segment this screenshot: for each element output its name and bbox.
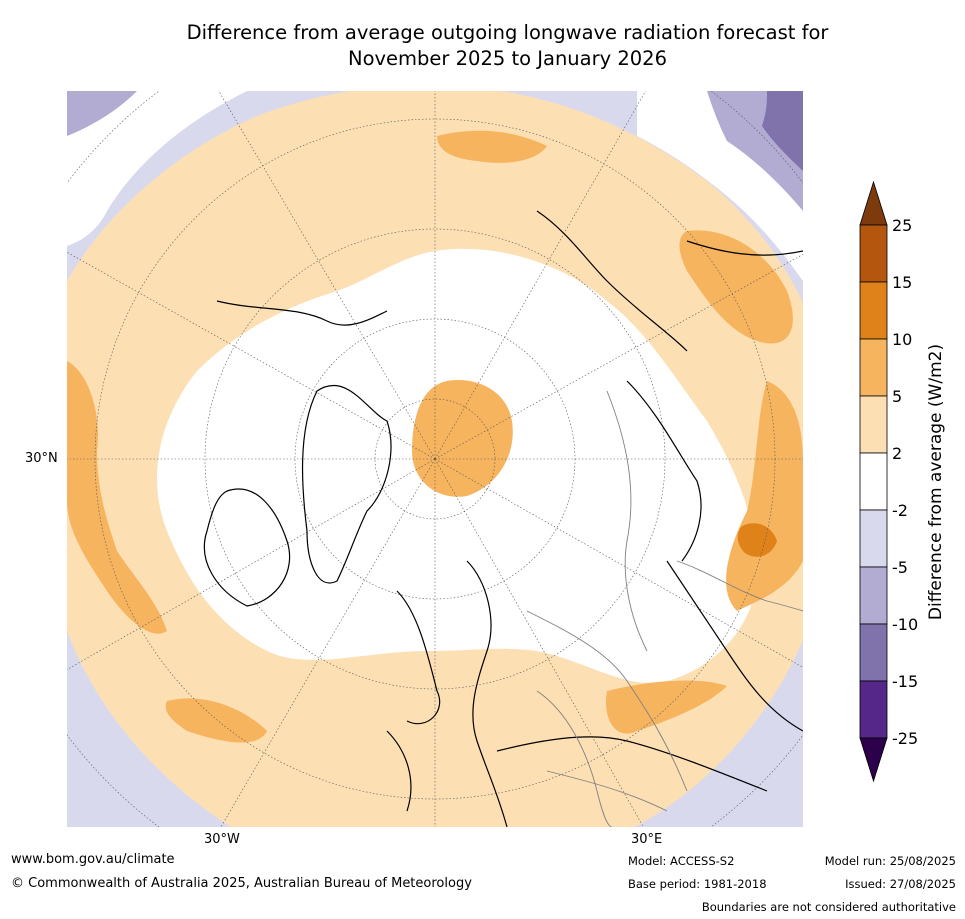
colorbar-extend-top	[859, 180, 888, 226]
colorbar-tick-label: 25	[892, 216, 912, 235]
colorbar-segment	[859, 680, 888, 739]
footer-website: www.bom.gov.au/climate	[11, 852, 175, 867]
patch-5-10-north	[437, 130, 547, 163]
colorbar-tick-label: 5	[892, 387, 902, 406]
patch-5-10-west	[67, 361, 167, 634]
patch-5-10-pole	[412, 380, 513, 497]
label-30n: 30°N	[25, 451, 58, 466]
colorbar-tick-label: -10	[892, 615, 918, 634]
map-title: Difference from average outgoing longwav…	[60, 20, 955, 72]
footer-base-period: Base period: 1981-2018	[628, 877, 767, 891]
patch-5-10-east-asia	[679, 230, 793, 344]
lilac-corner-top-left	[67, 91, 137, 136]
colorbar-segment	[859, 281, 888, 340]
polar-map	[67, 91, 803, 827]
dark-purple-corner-top-right	[762, 91, 803, 171]
colorbar-segment	[859, 395, 888, 454]
colorbar-tick-label: 15	[892, 273, 912, 292]
footer-disclaimer: Boundaries are not considered authoritat…	[701, 900, 956, 914]
country-boundaries	[526, 390, 803, 827]
colorbar-tick-label: -15	[892, 672, 918, 691]
colorbar: 25 15 10 5 2 -2 -5 -10 -15 -25	[859, 180, 918, 783]
patch-5-10-southwest	[165, 698, 267, 743]
colorbar-segment	[859, 452, 888, 511]
title-line-2: November 2025 to January 2026	[348, 47, 667, 70]
white-corner-top-left	[67, 91, 247, 246]
colorbar-tick-label: -2	[892, 501, 908, 520]
coastlines	[203, 210, 803, 827]
colorbar-tick-label: 2	[892, 444, 902, 463]
footer-copyright: © Commonwealth of Australia 2025, Austra…	[11, 876, 472, 891]
colorbar-title: Difference from average (W/m2)	[926, 343, 946, 621]
colorbar-segment	[859, 623, 888, 682]
graticule	[67, 91, 803, 827]
patch-10-15-east	[737, 523, 777, 557]
label-30w: 30°W	[204, 832, 240, 847]
title-line-1: Difference from average outgoing longwav…	[186, 21, 829, 44]
colorbar-extend-bottom	[859, 737, 888, 783]
colorbar-segment	[859, 224, 888, 283]
footer-issued: Issued: 27/08/2025	[845, 877, 956, 891]
patch-5-10-south	[606, 680, 727, 734]
colorbar-tick-label: -5	[892, 558, 908, 577]
colorbar-tick-label: -25	[892, 729, 918, 748]
colorbar-tick-label: 10	[892, 330, 912, 349]
footer-model-run: Model run: 25/08/2025	[824, 854, 956, 868]
colorbar-segment	[859, 566, 888, 625]
footer-model: Model: ACCESS-S2	[628, 854, 735, 868]
colorbar-segment	[859, 338, 888, 397]
patch-5-10-east	[726, 381, 803, 611]
colorbar-segment	[859, 509, 888, 568]
label-30e: 30°E	[631, 832, 663, 847]
